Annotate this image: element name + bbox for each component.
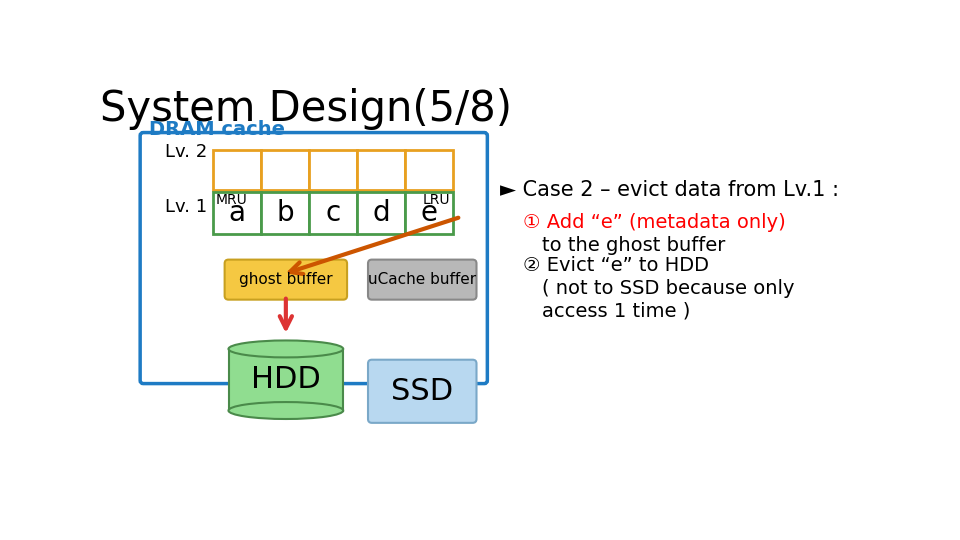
- Text: SSD: SSD: [391, 377, 453, 406]
- Bar: [213, 192, 261, 234]
- FancyBboxPatch shape: [225, 260, 348, 300]
- Bar: [309, 150, 357, 190]
- Text: ghost buffer: ghost buffer: [239, 272, 333, 287]
- Text: ( not to SSD because only: ( not to SSD because only: [542, 279, 795, 298]
- Text: DRAM cache: DRAM cache: [150, 120, 285, 139]
- Bar: [357, 150, 405, 190]
- Text: System Design(5/8): System Design(5/8): [100, 88, 512, 130]
- Text: Lv. 2: Lv. 2: [165, 143, 207, 161]
- Text: e: e: [420, 199, 438, 227]
- Bar: [309, 192, 357, 234]
- Bar: [405, 150, 453, 190]
- Text: ① Add “e” (metadata only): ① Add “e” (metadata only): [523, 213, 785, 232]
- Text: d: d: [372, 199, 390, 227]
- Ellipse shape: [228, 340, 344, 357]
- Text: uCache buffer: uCache buffer: [369, 272, 476, 287]
- Bar: [213, 150, 261, 190]
- FancyBboxPatch shape: [140, 132, 488, 383]
- Text: MRU: MRU: [216, 193, 248, 207]
- Text: to the ghost buffer: to the ghost buffer: [542, 236, 726, 255]
- Text: a: a: [228, 199, 246, 227]
- Bar: [357, 192, 405, 234]
- Bar: [228, 349, 344, 410]
- Bar: [405, 192, 453, 234]
- Bar: [261, 192, 309, 234]
- Text: ② Evict “e” to HDD: ② Evict “e” to HDD: [523, 256, 709, 275]
- Text: b: b: [276, 199, 294, 227]
- Text: Lv. 1: Lv. 1: [165, 198, 207, 216]
- Text: access 1 time ): access 1 time ): [542, 302, 691, 321]
- Text: c: c: [325, 199, 341, 227]
- FancyBboxPatch shape: [368, 260, 476, 300]
- Text: HDD: HDD: [251, 365, 321, 394]
- Bar: [261, 150, 309, 190]
- FancyBboxPatch shape: [368, 360, 476, 423]
- Ellipse shape: [228, 402, 344, 419]
- Text: ► Case 2 – evict data from Lv.1 :: ► Case 2 – evict data from Lv.1 :: [500, 180, 839, 200]
- Text: LRU: LRU: [422, 193, 450, 207]
